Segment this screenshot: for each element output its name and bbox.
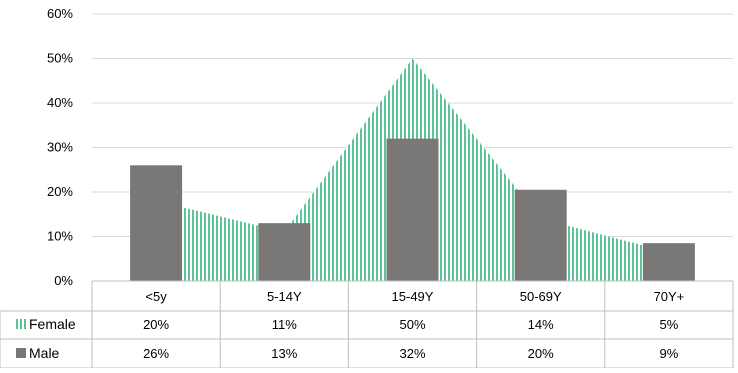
male-bar-0 bbox=[130, 165, 183, 281]
male-bar-2 bbox=[386, 138, 439, 281]
data-label-male: 13% bbox=[271, 346, 297, 361]
legend-label-female: Female bbox=[29, 316, 76, 332]
data-label-female: 50% bbox=[399, 317, 425, 332]
data-label-female: 20% bbox=[143, 317, 169, 332]
category-label: 5-14Y bbox=[267, 289, 302, 304]
legend-key-male bbox=[16, 348, 26, 358]
category-label: 50-69Y bbox=[520, 289, 562, 304]
data-label-female: 14% bbox=[528, 317, 554, 332]
legend-key-female bbox=[16, 319, 26, 329]
legend-label-male: Male bbox=[29, 345, 60, 361]
y-tick-label: 30% bbox=[47, 140, 73, 155]
y-tick-label: 50% bbox=[47, 51, 73, 66]
male-bar-4 bbox=[642, 243, 695, 281]
y-tick-label: 40% bbox=[47, 95, 73, 110]
y-tick-label: 10% bbox=[47, 229, 73, 244]
category-label: 70Y+ bbox=[654, 289, 685, 304]
data-label-male: 20% bbox=[528, 346, 554, 361]
male-bar-1 bbox=[258, 223, 311, 281]
data-label-female: 11% bbox=[272, 317, 297, 332]
y-tick-label: 0% bbox=[54, 273, 73, 288]
male-bar-3 bbox=[514, 189, 567, 281]
category-label: 15-49Y bbox=[392, 289, 434, 304]
data-label-male: 9% bbox=[660, 346, 679, 361]
data-label-male: 26% bbox=[143, 346, 169, 361]
data-label-male: 32% bbox=[399, 346, 425, 361]
y-tick-label: 20% bbox=[47, 184, 73, 199]
y-tick-label: 60% bbox=[47, 6, 73, 21]
category-label: <5y bbox=[145, 289, 167, 304]
data-label-female: 5% bbox=[660, 317, 679, 332]
